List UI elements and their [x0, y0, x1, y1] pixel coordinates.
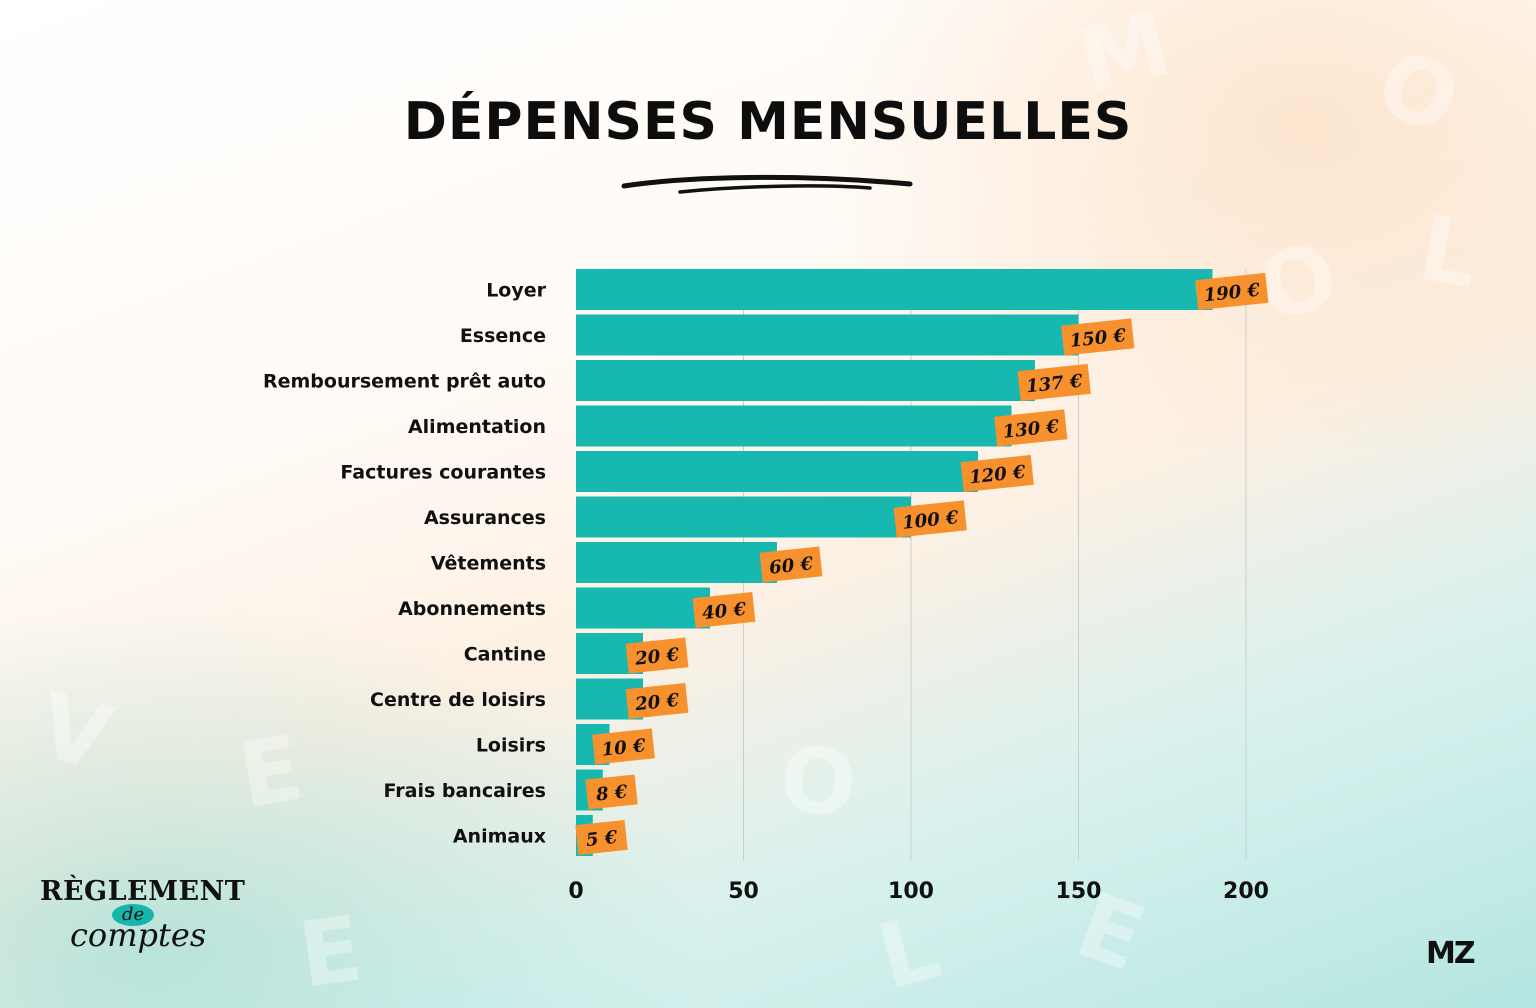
category-label: Essence [460, 325, 546, 347]
logo-word-reglement: RÈGLEMENT [40, 876, 246, 907]
bar-2 [576, 360, 1035, 401]
value-label-text: 5 € [585, 827, 619, 851]
bar-5 [576, 496, 911, 538]
value-label-0: 190 € [1195, 272, 1269, 311]
bar-1 [576, 314, 1079, 356]
x-tick-label: 150 [1056, 879, 1102, 904]
value-label-7: 40 € [692, 591, 756, 629]
value-label-6: 60 € [759, 546, 823, 583]
category-label: Alimentation [408, 416, 546, 438]
x-tick-label: 100 [888, 879, 934, 904]
category-label: Factures courantes [340, 462, 546, 484]
category-label: Centre de loisirs [370, 689, 546, 711]
bar-4 [576, 451, 978, 492]
value-label-text: 20 € [633, 644, 680, 670]
category-label: Assurances [424, 507, 546, 529]
brand-logo: MZ [1426, 936, 1476, 971]
value-label-10: 10 € [592, 728, 655, 765]
value-label-bg [1195, 272, 1269, 311]
value-label-1: 150 € [1061, 318, 1135, 356]
value-label-2: 137 € [1017, 363, 1091, 402]
value-label-bg [759, 546, 823, 583]
value-label-text: 20 € [633, 690, 680, 716]
logo-word-de: de [112, 904, 155, 926]
value-label-text: 40 € [701, 599, 747, 625]
logo-word-comptes: comptes [70, 916, 207, 954]
value-label-bg [625, 637, 689, 674]
value-label-text: 10 € [601, 735, 647, 761]
bar-3 [576, 405, 1012, 447]
reglement-de-comptes-logo: RÈGLEMENT de comptes [40, 876, 245, 966]
value-label-4: 120 € [960, 454, 1034, 493]
category-labels: Loyer Essence Remboursement prêt auto Alime… [263, 280, 547, 848]
value-label-bg [692, 591, 756, 629]
value-labels: 190 € 150 € 137 € 130 € 120 € 100 € 60 € 40 € 20… [575, 272, 1269, 856]
category-label: Loyer [486, 280, 546, 302]
category-label: Frais bancaires [383, 780, 546, 802]
value-label-bg [592, 728, 655, 765]
value-label-bg [893, 500, 967, 538]
x-tick-label: 0 [568, 879, 583, 904]
bar-6 [576, 542, 777, 583]
category-label: Loisirs [476, 735, 546, 757]
value-label-8: 20 € [625, 637, 689, 674]
bars [576, 269, 1213, 856]
value-label-9: 20 € [625, 682, 689, 720]
title-underline-stroke [621, 174, 913, 194]
value-label-bg [1061, 318, 1135, 356]
value-label-bg [625, 682, 689, 720]
category-label: Cantine [464, 644, 546, 666]
value-label-bg [575, 819, 628, 856]
category-label: Remboursement prêt auto [263, 371, 546, 393]
value-label-text: 8 € [594, 781, 629, 805]
value-label-12: 5 € [575, 819, 628, 856]
category-label: Animaux [453, 826, 546, 848]
x-axis-ticks: 0 50 100 150 200 [568, 879, 1269, 904]
value-label-11: 8 € [585, 774, 638, 810]
x-tick-label: 200 [1223, 879, 1269, 904]
value-label-text: 60 € [768, 553, 814, 579]
bar-0 [576, 269, 1213, 310]
bar-7 [576, 587, 710, 629]
x-tick-label: 50 [728, 879, 759, 904]
value-label-bg [1017, 363, 1091, 402]
value-label-5: 100 € [893, 500, 967, 538]
category-label: Abonnements [398, 598, 546, 620]
value-label-bg [960, 454, 1034, 493]
category-label: Vêtements [431, 553, 546, 575]
value-label-bg [585, 774, 638, 810]
value-label-bg [994, 409, 1068, 447]
value-label-3: 130 € [994, 409, 1068, 447]
chart-title: DÉPENSES MENSUELLES [403, 92, 1133, 152]
